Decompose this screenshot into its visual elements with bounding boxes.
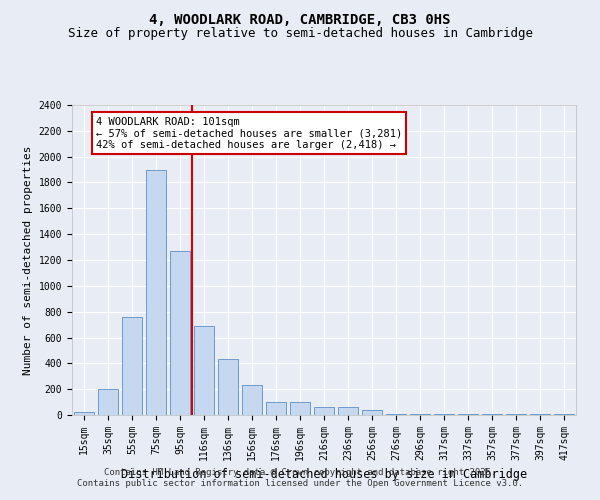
- Bar: [530, 414, 550, 415]
- Bar: [434, 414, 454, 415]
- Bar: [170, 251, 190, 415]
- Bar: [194, 326, 214, 415]
- Text: Contains HM Land Registry data © Crown copyright and database right 2025.
Contai: Contains HM Land Registry data © Crown c…: [77, 468, 523, 487]
- Bar: [506, 414, 526, 415]
- X-axis label: Distribution of semi-detached houses by size in Cambridge: Distribution of semi-detached houses by …: [121, 468, 527, 481]
- Bar: [290, 402, 310, 415]
- Text: 4, WOODLARK ROAD, CAMBRIDGE, CB3 0HS: 4, WOODLARK ROAD, CAMBRIDGE, CB3 0HS: [149, 12, 451, 26]
- Bar: [386, 414, 406, 415]
- Bar: [482, 414, 502, 415]
- Bar: [266, 402, 286, 415]
- Bar: [314, 407, 334, 415]
- Bar: [74, 412, 94, 415]
- Bar: [362, 410, 382, 415]
- Bar: [458, 414, 478, 415]
- Bar: [410, 414, 430, 415]
- Y-axis label: Number of semi-detached properties: Number of semi-detached properties: [23, 145, 33, 375]
- Bar: [146, 170, 166, 415]
- Bar: [122, 317, 142, 415]
- Text: 4 WOODLARK ROAD: 101sqm
← 57% of semi-detached houses are smaller (3,281)
42% of: 4 WOODLARK ROAD: 101sqm ← 57% of semi-de…: [96, 116, 402, 150]
- Bar: [218, 360, 238, 415]
- Text: Size of property relative to semi-detached houses in Cambridge: Size of property relative to semi-detach…: [67, 28, 533, 40]
- Bar: [242, 386, 262, 415]
- Bar: [554, 414, 574, 415]
- Bar: [98, 389, 118, 415]
- Bar: [338, 407, 358, 415]
